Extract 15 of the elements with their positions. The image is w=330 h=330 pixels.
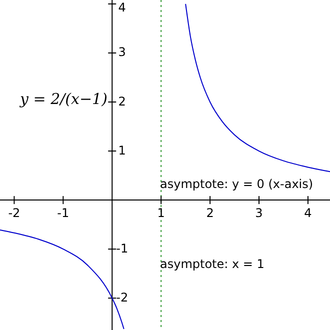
x-tick-label: 3 — [255, 206, 263, 220]
y-tick-label: 1 — [118, 143, 126, 158]
y-tick-label: -2 — [116, 290, 128, 304]
x-tick-label: 1 — [157, 206, 165, 220]
y-tick-label: 3 — [118, 45, 126, 60]
y-tick-label: 2 — [118, 94, 126, 108]
annotation: asymptote: x = 1 — [160, 257, 264, 271]
x-tick-label: -1 — [57, 206, 70, 220]
x-tick-label: -2 — [8, 206, 20, 220]
x-tick-label: 2 — [206, 206, 214, 220]
annotation: asymptote: y = 0 (x-axis) — [160, 177, 314, 191]
y-tick-label: 4 — [118, 0, 126, 14]
annotation: y = 2/(x−1) — [19, 90, 108, 108]
y-tick-label: -1 — [116, 241, 128, 256]
x-tick-label: 4 — [304, 206, 312, 220]
